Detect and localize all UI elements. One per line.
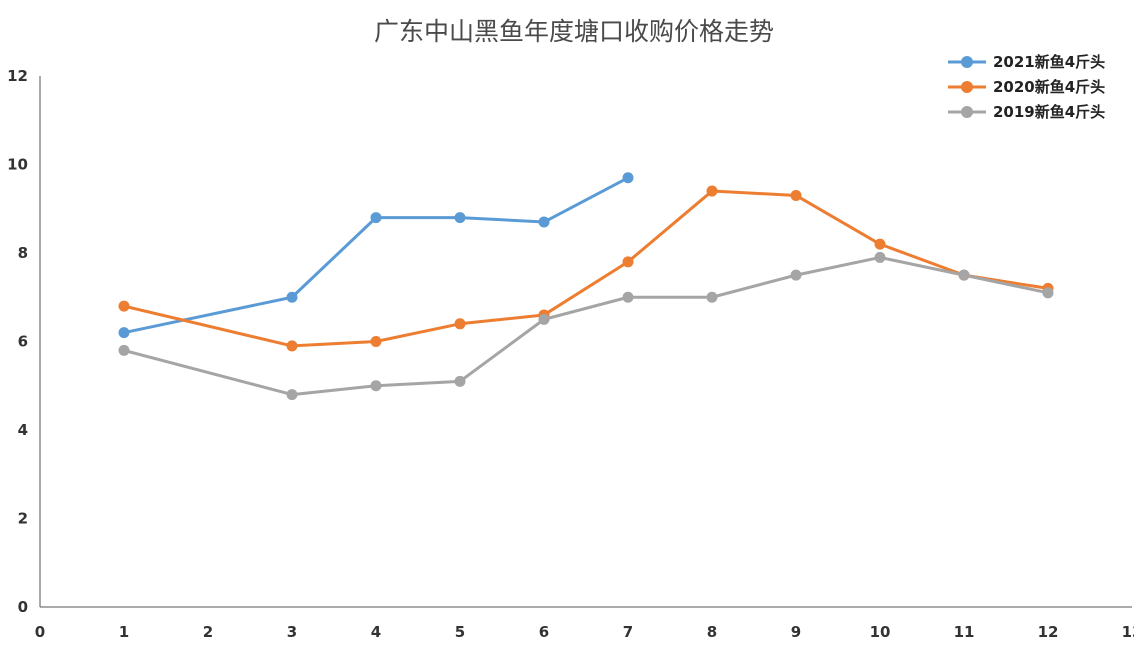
- x-tick-label: 0: [35, 623, 45, 641]
- legend-item: 2021新鱼4斤头: [948, 53, 1105, 71]
- x-tick-label: 10: [870, 623, 891, 641]
- legend-item: 2019新鱼4斤头: [948, 103, 1105, 121]
- legend-item: 2020新鱼4斤头: [948, 78, 1105, 96]
- y-tick-labels: 0 2 4 6 8 10 12: [7, 67, 28, 616]
- series-line: [122, 189, 1050, 348]
- series-2: [118, 251, 1054, 401]
- x-tick-label: 3: [287, 623, 297, 641]
- data-point: [622, 291, 634, 303]
- x-tick-label: 13: [1122, 623, 1134, 641]
- data-point: [118, 300, 130, 312]
- series-0: [118, 172, 634, 339]
- data-point: [790, 269, 802, 281]
- x-tick-label: 12: [1038, 623, 1059, 641]
- x-tick-labels: 012345678910111213: [35, 623, 1134, 641]
- x-tick-label: 11: [954, 623, 975, 641]
- x-tick-label: 6: [539, 623, 549, 641]
- y-tick-label: 6: [18, 333, 28, 351]
- legend-swatch-marker: [961, 81, 973, 93]
- data-point: [706, 291, 718, 303]
- data-point: [286, 291, 298, 303]
- legend: 2021新鱼4斤头 2020新鱼4斤头 2019新鱼4斤头: [948, 53, 1105, 121]
- data-point: [874, 238, 886, 250]
- data-point: [790, 189, 802, 201]
- axes: [39, 76, 1132, 608]
- data-point: [454, 375, 466, 387]
- data-point: [706, 185, 718, 197]
- data-point: [454, 318, 466, 330]
- y-tick-label: 2: [18, 510, 28, 528]
- x-tick-label: 1: [119, 623, 129, 641]
- data-point: [370, 212, 382, 224]
- legend-swatch-marker: [961, 106, 973, 118]
- x-tick-label: 7: [623, 623, 633, 641]
- y-tick-label: 8: [18, 244, 28, 262]
- data-point: [286, 340, 298, 352]
- y-tick-label: 12: [7, 67, 28, 85]
- legend-label: 2020新鱼4斤头: [993, 78, 1105, 96]
- x-tick-label: 9: [791, 623, 801, 641]
- series-group: [118, 172, 1054, 401]
- data-point: [874, 251, 886, 263]
- data-point: [118, 327, 130, 339]
- y-tick-label: 0: [18, 598, 28, 616]
- x-tick-label: 8: [707, 623, 717, 641]
- data-point: [622, 172, 634, 184]
- data-point: [118, 344, 130, 356]
- series-line: [122, 176, 630, 335]
- chart-title: 广东中山黑鱼年度塘口收购价格走势: [374, 17, 774, 46]
- y-tick-label: 4: [18, 421, 28, 439]
- data-point: [538, 216, 550, 228]
- legend-label: 2019新鱼4斤头: [993, 103, 1105, 121]
- legend-label: 2021新鱼4斤头: [993, 53, 1105, 71]
- data-point: [370, 380, 382, 392]
- series-line: [122, 255, 1050, 397]
- data-point: [1042, 287, 1054, 299]
- legend-swatch-marker: [961, 56, 973, 68]
- data-point: [454, 212, 466, 224]
- data-point: [286, 389, 298, 401]
- data-point: [538, 313, 550, 325]
- series-1: [118, 185, 1054, 352]
- data-point: [958, 269, 970, 281]
- y-tick-label: 10: [7, 156, 28, 174]
- x-tick-label: 2: [203, 623, 213, 641]
- x-tick-label: 4: [371, 623, 381, 641]
- x-tick-label: 5: [455, 623, 465, 641]
- data-point: [370, 336, 382, 347]
- data-point: [622, 256, 634, 268]
